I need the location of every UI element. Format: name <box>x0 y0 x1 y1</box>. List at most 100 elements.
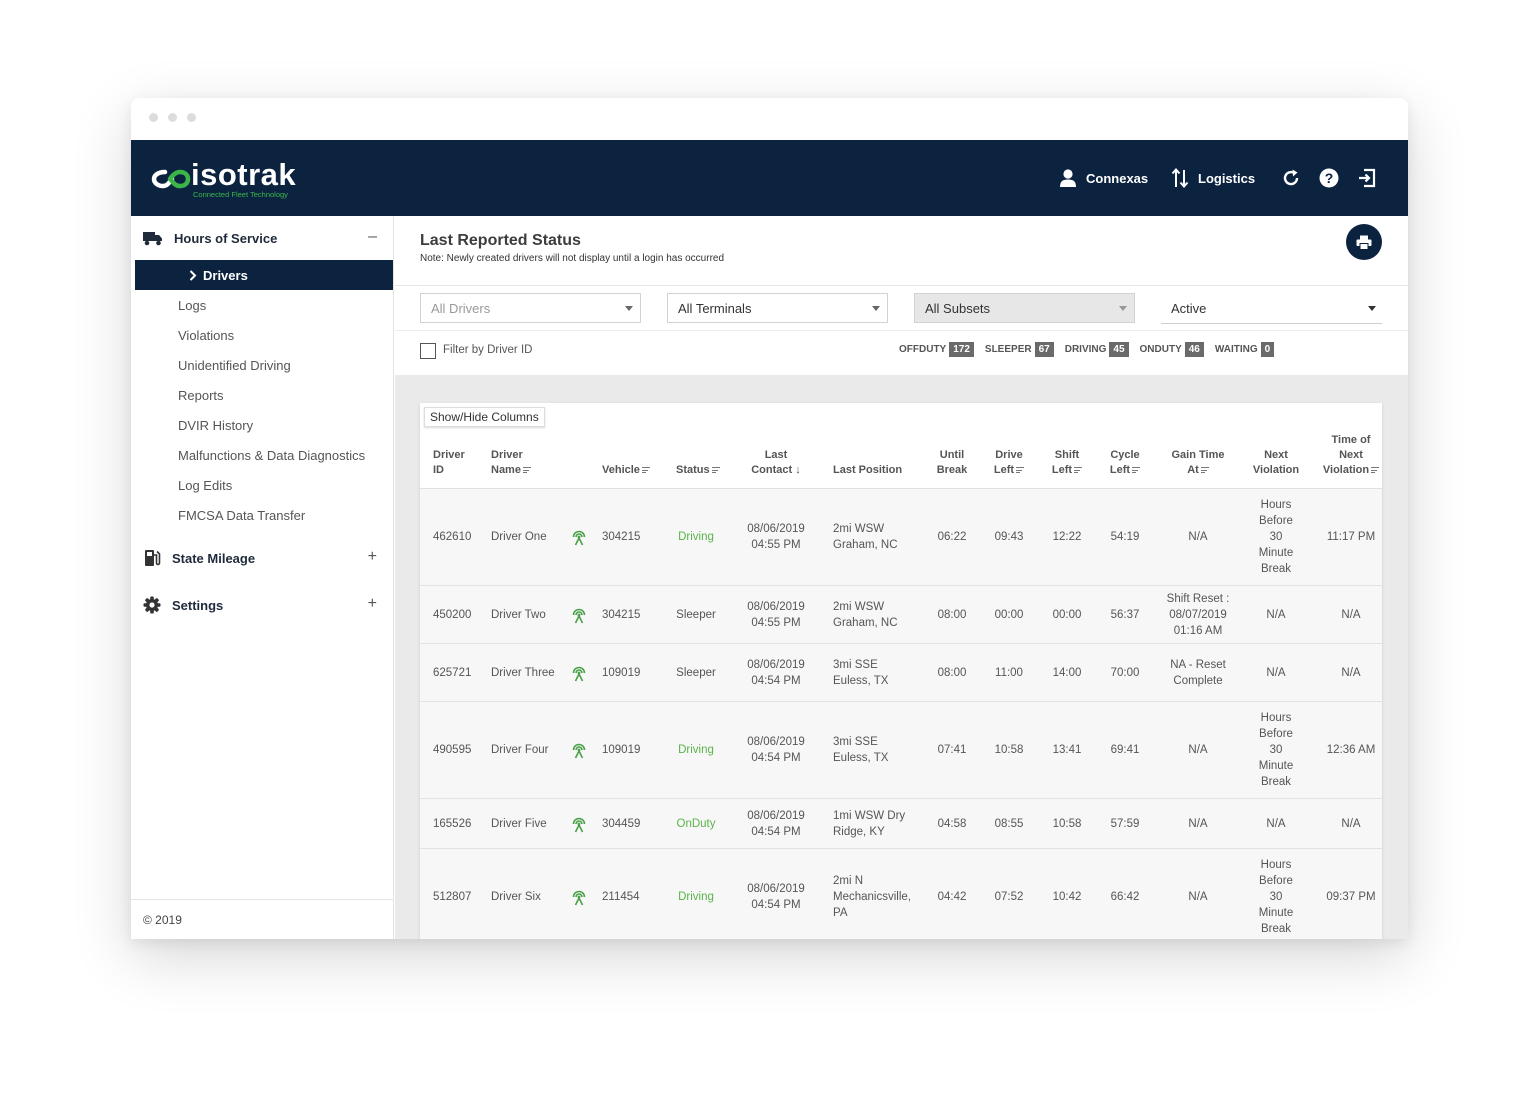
count-badge: 67 <box>1034 342 1054 357</box>
th-time-of-next-violation[interactable]: Time of Next Violation <box>1320 433 1382 478</box>
count-driving[interactable]: DRIVING 45 <box>1065 342 1129 357</box>
th-line: Break <box>936 464 968 476</box>
th-cycle-left[interactable]: Cycle Left <box>1102 448 1148 478</box>
th-last-position[interactable]: Last Position <box>833 463 902 478</box>
expand-toggle[interactable]: + <box>367 548 377 565</box>
window-dot-maximize[interactable] <box>187 113 196 122</box>
th-driver-id[interactable]: Driver ID <box>433 448 465 478</box>
count-waiting[interactable]: WAITING 0 <box>1215 342 1275 357</box>
cell-last-position: 2mi WSW Graham, NC <box>833 521 923 553</box>
signal-antenna-icon[interactable] <box>570 888 588 906</box>
filter-by-driver-checkbox[interactable] <box>420 343 436 359</box>
table-row[interactable]: 165526 Driver Five 304459 OnDuty 08/06/2019 0… <box>420 799 1382 849</box>
user-name: Connexas <box>1086 170 1149 186</box>
sidebar-item-malfunctions[interactable]: Malfunctions & Data Diagnostics <box>178 447 366 463</box>
table-row[interactable]: 625721 Driver Three 109019 Sleeper 08/06/201… <box>420 644 1382 702</box>
window-dot-minimize[interactable] <box>168 113 177 122</box>
table-row[interactable]: 462610 Driver One 304215 Driving 08/06/2019 0… <box>420 489 1382 586</box>
th-until-break[interactable]: Until Break <box>932 448 972 478</box>
signal-antenna-icon[interactable] <box>570 606 588 624</box>
refresh-icon[interactable] <box>1280 167 1302 189</box>
subsets-select[interactable]: All Subsets <box>914 293 1135 323</box>
signal-antenna-icon[interactable] <box>570 664 588 682</box>
th-driver-name[interactable]: Driver Name <box>491 448 531 478</box>
count-badge: 0 <box>1260 342 1275 357</box>
logout-icon[interactable] <box>1356 167 1378 189</box>
sidebar-item-logs[interactable]: Logs <box>178 297 207 313</box>
cell-line: N/A <box>1188 531 1208 543</box>
cell-gain-time: N/A <box>1162 742 1234 758</box>
terminals-select[interactable]: All Terminals <box>667 293 888 323</box>
page-header: Last Reported Status Note: Newly created… <box>395 216 1408 286</box>
printer-icon <box>1356 235 1372 250</box>
cell-gain-time: N/A <box>1162 816 1234 832</box>
th-gain-time[interactable]: Gain Time At <box>1162 448 1234 478</box>
window-dot-close[interactable] <box>149 113 158 122</box>
cell-time-next-violation: N/A <box>1341 666 1361 679</box>
count-sleeper[interactable]: SLEEPER 67 <box>985 342 1054 357</box>
count-onduty[interactable]: ONDUTY 46 <box>1140 342 1204 357</box>
expand-toggle[interactable]: + <box>367 595 377 612</box>
cell-last-contact: 08/06/2019 04:54 PM <box>740 881 812 913</box>
cell-line: NA - Reset <box>1170 658 1226 671</box>
signal-antenna-icon[interactable] <box>570 815 588 833</box>
cell-line: Mechanicsville, <box>833 891 911 903</box>
cell-drive-left: 09:43 <box>994 531 1024 543</box>
th-line: Last <box>764 449 788 461</box>
filter-by-driver-label[interactable]: Filter by Driver ID <box>443 344 533 356</box>
brand-logo[interactable]: isotrak Connected Fleet Technology <box>151 157 301 202</box>
sidebar-item-dvir-history[interactable]: DVIR History <box>178 417 254 433</box>
status-select[interactable]: Active <box>1161 294 1382 324</box>
th-vehicle[interactable]: Vehicle <box>602 463 650 478</box>
cell-vehicle: 304459 <box>602 817 641 830</box>
cell-driver-id: 165526 <box>433 817 472 830</box>
collapse-toggle[interactable]: – <box>368 228 377 245</box>
show-hide-columns-button[interactable]: Show/Hide Columns <box>424 407 545 427</box>
table-row[interactable]: 490595 Driver Four 109019 Driving 08/06/2019… <box>420 702 1382 799</box>
chevron-right-icon <box>189 269 197 281</box>
cell-cycle-left: 56:37 <box>1110 608 1140 621</box>
sidebar-item-violations[interactable]: Violations <box>178 327 235 343</box>
th-next-violation[interactable]: Next Violation <box>1246 448 1306 478</box>
cell-line: N/A <box>1266 608 1286 621</box>
sidebar-item-log-edits[interactable]: Log Edits <box>178 477 233 493</box>
user-menu[interactable]: Connexas <box>1059 140 1148 216</box>
cell-line: N/A <box>1266 666 1286 679</box>
cell-last-position: 2mi N Mechanicsville, PA <box>833 873 923 921</box>
th-status[interactable]: Status <box>676 463 720 478</box>
company-switcher[interactable]: Logistics <box>1171 140 1255 216</box>
cell-line: PA <box>833 907 848 919</box>
th-drive-left[interactable]: Drive Left <box>986 448 1032 478</box>
infinity-logo-icon <box>151 169 191 189</box>
sidebar-section-hours-of-service[interactable]: Hours of Service – <box>131 216 393 260</box>
th-shift-left[interactable]: Shift Left <box>1044 448 1090 478</box>
cell-gain-time: N/A <box>1162 529 1234 545</box>
count-offduty[interactable]: OFFDUTY 172 <box>899 342 974 357</box>
cell-line: Before <box>1259 728 1293 740</box>
cell-line: 08/06/2019 <box>747 600 805 613</box>
signal-antenna-icon[interactable] <box>570 528 588 546</box>
drivers-select[interactable]: All Drivers <box>420 293 641 323</box>
th-last-contact[interactable]: Last Contact ↓ <box>746 448 806 478</box>
sidebar-section-settings[interactable]: Settings + <box>131 583 393 627</box>
sidebar-item-reports[interactable]: Reports <box>178 387 224 403</box>
cell-shift-left: 12:22 <box>1052 531 1082 543</box>
cell-shift-left: 10:58 <box>1052 817 1082 830</box>
table-row[interactable]: 450200 Driver Two 304215 Sleeper 08/06/2019 0… <box>420 586 1382 644</box>
cell-next-violation: N/A <box>1246 816 1306 832</box>
sidebar-item-unidentified-driving[interactable]: Unidentified Driving <box>178 357 291 373</box>
sidebar-section-state-mileage[interactable]: State Mileage + <box>131 536 393 580</box>
cell-driver-id: 490595 <box>433 744 472 756</box>
cell-line: Euless, TX <box>833 674 889 687</box>
cell-driver-name: Driver Six <box>491 891 541 903</box>
cell-gain-time: NA - Reset Complete <box>1162 657 1234 689</box>
cell-line: Graham, NC <box>833 539 898 551</box>
table-row[interactable]: 512807 Driver Six 211454 Driving 08/06/2019 0… <box>420 849 1382 939</box>
help-icon[interactable]: ? <box>1318 167 1340 189</box>
print-button[interactable] <box>1346 224 1382 260</box>
signal-antenna-icon[interactable] <box>570 741 588 759</box>
th-line: Contact <box>751 464 793 476</box>
sidebar-item-fmcsa-data-transfer[interactable]: FMCSA Data Transfer <box>178 507 306 523</box>
sidebar-item-label: Drivers <box>203 267 248 283</box>
sidebar-item-drivers[interactable]: Drivers <box>135 260 393 290</box>
